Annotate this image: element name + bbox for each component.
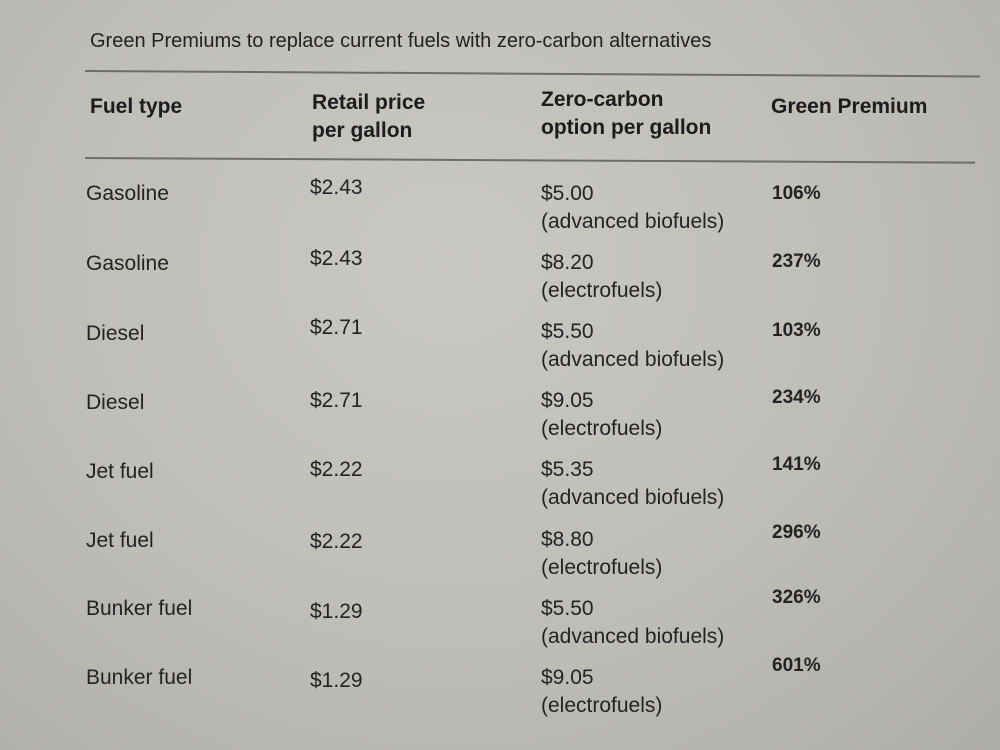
zero-carbon-price: $9.05 [541, 666, 594, 689]
zero-carbon-type: (advanced biofuels) [541, 486, 725, 509]
cell-retail-price: $1.29 [310, 669, 363, 692]
cell-zero-carbon: $5.50 (advanced biofuels) [541, 595, 724, 651]
cell-retail-price: $2.22 [310, 458, 363, 481]
header-retail-line1: Retail price [312, 91, 426, 114]
cell-retail-price: $2.43 [310, 247, 363, 270]
zero-carbon-type: (electrofuels) [541, 417, 663, 440]
cell-zero-carbon: $8.80 (electrofuels) [541, 526, 662, 582]
cell-retail-price: $2.71 [310, 316, 363, 339]
zero-carbon-price: $5.50 [541, 320, 594, 343]
cell-green-premium: 141% [772, 454, 821, 475]
cell-zero-carbon: $5.50 (advanced biofuels) [541, 318, 724, 374]
cell-fuel-type: Diesel [86, 322, 145, 345]
zero-carbon-type: (advanced biofuels) [541, 210, 725, 233]
cell-retail-price: $2.71 [310, 389, 363, 412]
cell-zero-carbon: $8.20 (electrofuels) [541, 249, 662, 305]
cell-green-premium: 326% [772, 587, 821, 608]
table-row: Gasoline $2.43 $5.00 (advanced biofuels) 106… [0, 176, 1000, 250]
zero-carbon-price: $8.80 [541, 528, 594, 551]
table-row: Diesel $2.71 $5.50 (advanced biofuels) 103% [0, 316, 1000, 388]
cell-green-premium: 296% [772, 522, 821, 543]
zero-carbon-price: $5.00 [541, 182, 594, 205]
header-retail-line2: per gallon [312, 119, 413, 142]
header-zero-carbon: Zero-carbon option per gallon [541, 86, 711, 142]
zero-carbon-price: $5.35 [541, 458, 594, 481]
table-row: Bunker fuel $1.29 $5.50 (advanced biofuels)… [0, 587, 1000, 665]
cell-retail-price: $2.22 [310, 530, 363, 553]
cell-green-premium: 237% [772, 251, 821, 272]
header-zero-line2: option per gallon [541, 116, 712, 139]
table-row: Bunker fuel $1.29 $9.05 (electrofuels) 601% [0, 655, 1000, 734]
header-fuel-type-label: Fuel type [90, 95, 183, 118]
cell-green-premium: 601% [772, 655, 821, 676]
table-row: Jet fuel $2.22 $5.35 (advanced biofuels) 141… [0, 454, 1000, 526]
cell-zero-carbon: $5.00 (advanced biofuels) [541, 180, 724, 236]
header-zero-line1: Zero-carbon [541, 88, 664, 111]
table-row: Gasoline $2.43 $8.20 (electrofuels) 237% [0, 247, 1000, 319]
table-row: Jet fuel $2.22 $8.80 (electrofuels) 296% [0, 522, 1000, 596]
header-fuel-type: Fuel type [90, 93, 182, 121]
cell-fuel-type: Gasoline [86, 182, 169, 205]
cell-retail-price: $2.43 [310, 176, 363, 199]
zero-carbon-type: (electrofuels) [541, 694, 663, 717]
header-retail-price: Retail price per gallon [312, 89, 425, 145]
table-title: Green Premiums to replace current fuels … [90, 30, 712, 52]
cell-zero-carbon: $9.05 (electrofuels) [541, 664, 662, 720]
cell-fuel-type: Diesel [86, 391, 145, 414]
header-green-premium: Green Premium [771, 93, 927, 121]
cell-green-premium: 106% [772, 183, 821, 204]
cell-zero-carbon: $9.05 (electrofuels) [541, 387, 662, 443]
cell-zero-carbon: $5.35 (advanced biofuels) [541, 456, 724, 512]
zero-carbon-type: (advanced biofuels) [541, 625, 725, 648]
zero-carbon-type: (electrofuels) [541, 279, 663, 302]
table-row: Diesel $2.71 $9.05 (electrofuels) 234% [0, 387, 1000, 457]
zero-carbon-type: (electrofuels) [541, 556, 663, 579]
header-premium-label: Green Premium [771, 95, 928, 118]
cell-fuel-type: Bunker fuel [86, 666, 193, 689]
cell-green-premium: 103% [772, 320, 821, 341]
cell-retail-price: $1.29 [310, 600, 363, 623]
zero-carbon-type: (advanced biofuels) [541, 348, 725, 371]
top-rule [84, 70, 980, 78]
zero-carbon-price: $8.20 [541, 251, 594, 274]
header-rule [84, 157, 975, 164]
cell-green-premium: 234% [772, 387, 821, 408]
cell-fuel-type: Gasoline [86, 252, 169, 275]
cell-fuel-type: Bunker fuel [86, 597, 193, 620]
cell-fuel-type: Jet fuel [86, 529, 154, 552]
zero-carbon-price: $5.50 [541, 597, 594, 620]
zero-carbon-price: $9.05 [541, 389, 594, 412]
cell-fuel-type: Jet fuel [86, 460, 154, 483]
